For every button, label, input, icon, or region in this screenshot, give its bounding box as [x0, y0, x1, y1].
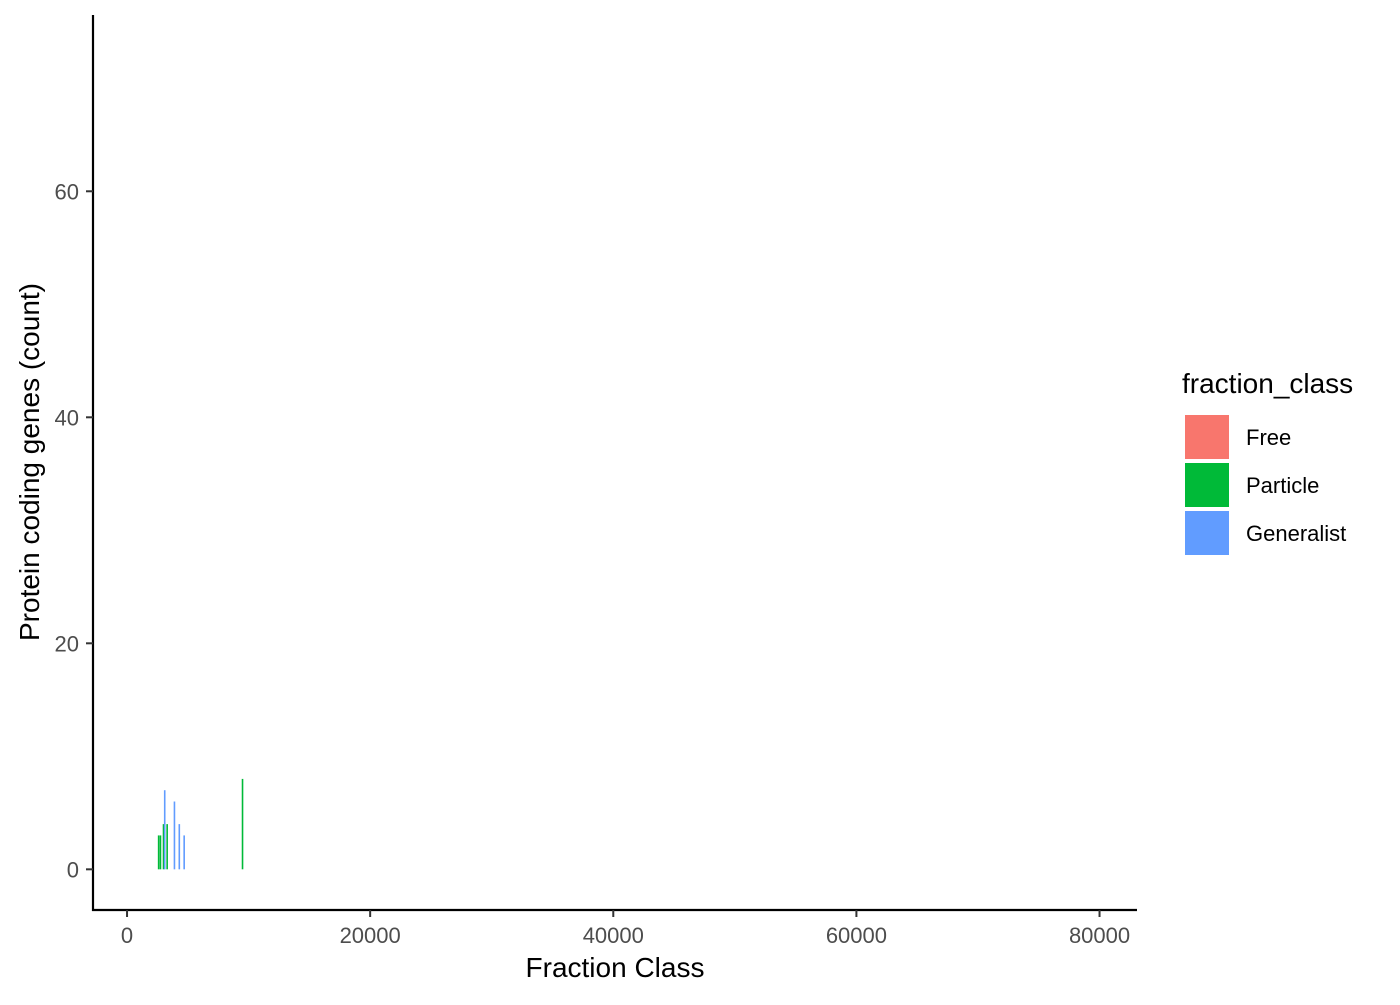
- bar-generalist-1: [173, 801, 176, 870]
- y-tick-label: 20: [55, 631, 79, 656]
- bar-particle-2: [162, 824, 165, 870]
- legend-key-free: [1185, 415, 1229, 459]
- bar-particle-4: [241, 778, 244, 870]
- legend-entries: Free Particle Generalist: [1185, 415, 1346, 555]
- bar-generalist-3: [183, 835, 185, 870]
- bar-generalist-2: [178, 824, 181, 870]
- x-axis-ticks: 0 20000 40000 60000 80000: [121, 910, 1130, 948]
- x-tick-label: 60000: [826, 923, 887, 948]
- x-tick-label: 80000: [1069, 923, 1130, 948]
- legend-label-particle: Particle: [1246, 473, 1319, 498]
- legend-label-generalist: Generalist: [1246, 521, 1346, 546]
- legend: fraction_class Free Particle Generalist: [1182, 368, 1353, 555]
- bar-generalist-0: [163, 790, 166, 870]
- legend-label-free: Free: [1246, 425, 1291, 450]
- y-tick-label: 0: [67, 857, 79, 882]
- y-tick-label: 40: [55, 405, 79, 430]
- y-axis-title: Protein coding genes (count): [14, 283, 45, 641]
- bar-particle-0: [157, 835, 160, 870]
- bars-layer: [157, 778, 244, 870]
- legend-key-particle: [1185, 463, 1229, 507]
- x-axis-title: Fraction Class: [526, 952, 705, 983]
- legend-title: fraction_class: [1182, 368, 1353, 399]
- y-axis-ticks: 0 20 40 60: [55, 179, 93, 882]
- bar-particle-3: [166, 824, 168, 870]
- bar-particle-1: [159, 835, 162, 870]
- x-tick-label: 40000: [583, 923, 644, 948]
- legend-key-generalist: [1185, 511, 1229, 555]
- x-tick-label: 0: [121, 923, 133, 948]
- y-tick-label: 60: [55, 179, 79, 204]
- x-tick-label: 20000: [340, 923, 401, 948]
